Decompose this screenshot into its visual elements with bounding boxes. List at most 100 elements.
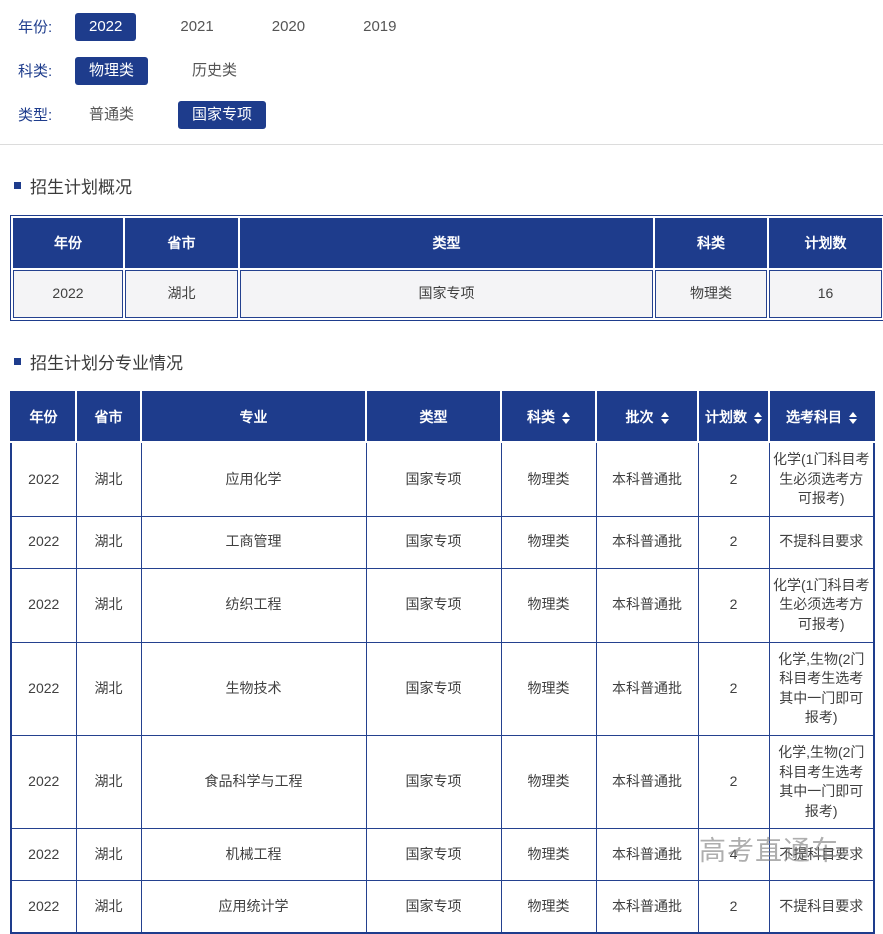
column-header: 计划数	[769, 218, 882, 268]
table-row: 2022 湖北 应用化学 国家专项 物理类 本科普通批 2 化学(1门科目考生必须选考方可报考…	[10, 441, 875, 517]
table-cell: 不提科目要求	[768, 880, 875, 934]
filter-option[interactable]: 物理类	[75, 56, 149, 85]
table-cell: 不提科目要求	[768, 515, 875, 569]
filter-options-subject: 物理类 历史类	[75, 56, 251, 85]
table-cell: 物理类	[500, 641, 597, 736]
filter-option[interactable]: 2019	[349, 13, 410, 41]
column-header[interactable]: 计划数	[698, 392, 770, 443]
table-cell: 机械工程	[140, 828, 367, 882]
table-cell: 2022	[10, 441, 77, 517]
table-cell: 物理类	[500, 567, 597, 643]
column-header[interactable]: 批次	[596, 392, 699, 443]
filter-panel: 年份: 2022 2021 2020 2019 科类: 物理类 历史类 类型: 普通类 国…	[0, 0, 883, 129]
filter-label-year: 年份:	[18, 19, 53, 36]
table-cell: 国家专项	[365, 880, 502, 934]
table-cell: 湖北	[75, 734, 142, 830]
sort-icon[interactable]	[754, 412, 762, 425]
table-cell: 湖北	[125, 270, 238, 318]
column-header[interactable]: 选考科目	[769, 392, 874, 443]
table-cell: 国家专项	[365, 567, 502, 643]
column-header: 科类	[655, 218, 767, 268]
square-bullet-icon	[14, 182, 21, 189]
table-cell: 国家专项	[365, 515, 502, 569]
table-cell: 本科普通批	[595, 515, 699, 569]
square-bullet-icon	[14, 358, 21, 365]
column-header-label: 批次	[625, 409, 654, 425]
table-cell: 湖北	[75, 880, 142, 934]
table-cell: 生物技术	[140, 641, 367, 736]
table-cell: 2022	[10, 734, 77, 830]
table-cell: 不提科目要求	[768, 828, 875, 882]
table-cell: 本科普通批	[595, 567, 699, 643]
table-cell: 湖北	[75, 515, 142, 569]
table-cell: 2	[697, 567, 770, 643]
filter-label-type: 类型:	[18, 107, 53, 124]
filter-option[interactable]: 历史类	[178, 57, 251, 85]
column-header-label: 选考科目	[786, 409, 842, 425]
table-cell: 物理类	[655, 270, 767, 318]
table-cell: 2022	[10, 567, 77, 643]
column-header-label: 省市	[94, 409, 123, 425]
column-header-label: 年份	[54, 235, 82, 251]
table-cell: 2	[697, 515, 770, 569]
column-header-label: 省市	[167, 235, 196, 251]
table-cell: 物理类	[500, 734, 597, 830]
table-cell: 2022	[10, 880, 77, 934]
overview-section: 招生计划概况 年份 省市 类型 科类 计划数 2022 湖北 国家专项 物理类 16	[0, 173, 883, 321]
sort-icon[interactable]	[849, 412, 857, 425]
column-header-label: 年份	[29, 409, 58, 425]
table-cell: 物理类	[500, 515, 597, 569]
filter-option[interactable]: 普通类	[75, 101, 148, 129]
table-cell: 本科普通批	[595, 441, 699, 517]
header-row: 年份 省市 专业 类型 科类 批次 计划数 选考科目	[11, 392, 874, 443]
table-cell: 湖北	[75, 828, 142, 882]
column-header: 年份	[13, 218, 123, 268]
table-cell: 国家专项	[365, 828, 502, 882]
column-header[interactable]: 科类	[501, 392, 597, 443]
table-cell: 国家专项	[365, 734, 502, 830]
filter-option[interactable]: 国家专项	[178, 100, 267, 129]
table-cell: 本科普通批	[595, 641, 699, 736]
column-header-label: 专业	[239, 409, 268, 425]
column-header-label: 类型	[419, 409, 448, 425]
table-cell: 16	[769, 270, 882, 318]
table-row: 2022 湖北 机械工程 国家专项 物理类 本科普通批 4 不提科目要求	[10, 828, 875, 882]
table-cell: 本科普通批	[595, 880, 699, 934]
sort-icon[interactable]	[660, 412, 669, 425]
table-cell: 化学,生物(2门科目考生选考其中一门即可报考)	[768, 641, 875, 736]
majors-table: 年份 省市 专业 类型 科类 批次 计划数 选考科目 2022 湖北 应用化学 国家专项 物理类 本科普通…	[10, 391, 875, 934]
table-row: 2022 湖北 食品科学与工程 国家专项 物理类 本科普通批 2 化学,生物(2门科目考生选考…	[10, 734, 875, 830]
filter-row-type: 类型: 普通类 国家专项	[18, 100, 883, 129]
column-header-label: 科类	[527, 409, 555, 425]
table-cell: 2	[697, 641, 770, 736]
table-cell: 化学(1门科目考生必须选考方可报考)	[768, 567, 875, 643]
column-header-label: 计划数	[705, 409, 747, 425]
overview-section-title: 招生计划概况	[14, 173, 883, 198]
filter-row-year: 年份: 2022 2021 2020 2019	[18, 12, 883, 41]
table-cell: 4	[697, 828, 770, 882]
table-cell: 化学(1门科目考生必须选考方可报考)	[768, 441, 875, 517]
filter-option[interactable]: 2020	[258, 13, 319, 41]
table-row: 2022 湖北 工商管理 国家专项 物理类 本科普通批 2 不提科目要求	[10, 515, 875, 569]
sort-icon[interactable]	[562, 412, 570, 425]
table-cell: 2022	[10, 641, 77, 736]
table-cell: 物理类	[500, 441, 597, 517]
column-header: 类型	[366, 392, 502, 443]
table-cell: 本科普通批	[595, 734, 699, 830]
column-header: 省市	[125, 218, 238, 268]
table-cell: 2022	[10, 515, 77, 569]
table-cell: 湖北	[75, 441, 142, 517]
table-cell: 应用统计学	[140, 880, 367, 934]
column-header: 类型	[240, 218, 653, 268]
filter-option[interactable]: 2021	[166, 13, 227, 41]
table-row: 2022 湖北 应用统计学 国家专项 物理类 本科普通批 2 不提科目要求	[10, 880, 875, 934]
table-cell: 2022	[10, 828, 77, 882]
table-cell: 物理类	[500, 828, 597, 882]
header-row: 年份 省市 类型 科类 计划数	[13, 218, 882, 268]
table-row: 2022 湖北 国家专项 物理类 16	[13, 270, 882, 318]
table-cell: 湖北	[75, 641, 142, 736]
filter-option[interactable]: 2022	[75, 12, 137, 41]
column-header: 省市	[76, 392, 142, 443]
table-cell: 国家专项	[365, 641, 502, 736]
majors-section: 招生计划分专业情况 年份 省市 专业 类型 科类 批次 计划数 选考科目 2022 湖北 应用化学国…	[0, 349, 883, 934]
